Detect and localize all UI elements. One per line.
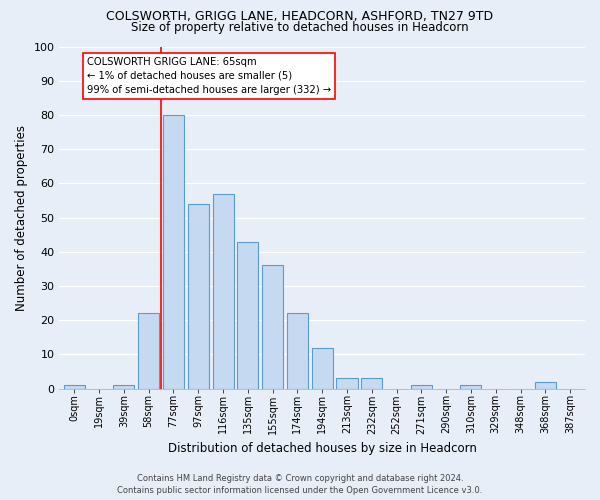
Bar xyxy=(460,385,481,388)
Text: COLSWORTH GRIGG LANE: 65sqm
← 1% of detached houses are smaller (5)
99% of semi-: COLSWORTH GRIGG LANE: 65sqm ← 1% of deta… xyxy=(86,57,331,95)
Bar xyxy=(64,385,85,388)
Text: Contains HM Land Registry data © Crown copyright and database right 2024.
Contai: Contains HM Land Registry data © Crown c… xyxy=(118,474,482,495)
X-axis label: Distribution of detached houses by size in Headcorn: Distribution of detached houses by size … xyxy=(168,442,476,455)
Bar xyxy=(535,382,556,388)
Bar xyxy=(212,194,233,388)
Bar xyxy=(337,378,358,388)
Bar xyxy=(113,385,134,388)
Text: COLSWORTH, GRIGG LANE, HEADCORN, ASHFORD, TN27 9TD: COLSWORTH, GRIGG LANE, HEADCORN, ASHFORD… xyxy=(106,10,494,23)
Bar xyxy=(262,266,283,388)
Bar xyxy=(361,378,382,388)
Bar xyxy=(163,115,184,388)
Bar xyxy=(411,385,432,388)
Y-axis label: Number of detached properties: Number of detached properties xyxy=(15,124,28,310)
Text: Size of property relative to detached houses in Headcorn: Size of property relative to detached ho… xyxy=(131,21,469,34)
Bar xyxy=(188,204,209,388)
Bar xyxy=(138,314,159,388)
Bar xyxy=(311,348,333,389)
Bar xyxy=(287,314,308,388)
Bar xyxy=(237,242,259,388)
